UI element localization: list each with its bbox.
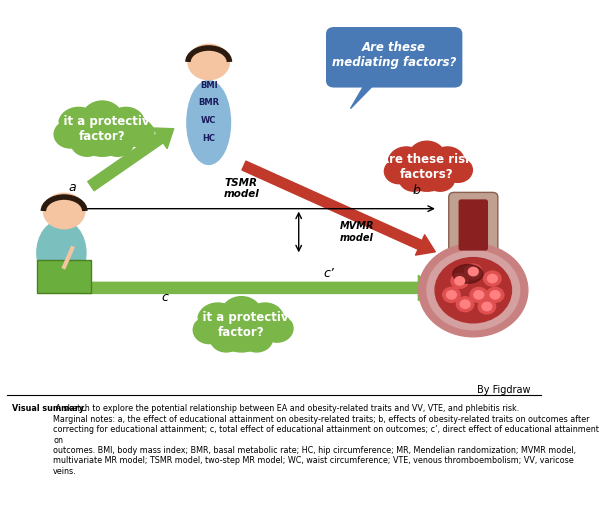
- FancyBboxPatch shape: [458, 199, 488, 250]
- Circle shape: [431, 147, 464, 175]
- Circle shape: [247, 303, 283, 334]
- Circle shape: [188, 44, 229, 80]
- Circle shape: [484, 271, 501, 286]
- FancyBboxPatch shape: [449, 193, 498, 258]
- Circle shape: [487, 288, 504, 302]
- FancyArrowPatch shape: [80, 275, 435, 300]
- Circle shape: [435, 258, 511, 323]
- FancyBboxPatch shape: [326, 27, 463, 87]
- Text: Are these
mediating factors?: Are these mediating factors?: [332, 41, 457, 69]
- Circle shape: [490, 291, 500, 299]
- Text: Visual summary.: Visual summary.: [12, 404, 87, 414]
- Circle shape: [482, 302, 492, 311]
- Circle shape: [385, 159, 413, 184]
- Circle shape: [399, 167, 428, 191]
- Text: b: b: [412, 183, 420, 197]
- Polygon shape: [350, 81, 378, 109]
- Text: HC: HC: [202, 134, 215, 143]
- Circle shape: [487, 274, 497, 283]
- Circle shape: [469, 267, 478, 276]
- Circle shape: [54, 120, 86, 148]
- FancyArrowPatch shape: [242, 161, 435, 255]
- Circle shape: [457, 297, 474, 311]
- Circle shape: [409, 141, 445, 172]
- Circle shape: [43, 194, 85, 229]
- Circle shape: [474, 291, 484, 299]
- Text: Is it a protective
factor?: Is it a protective factor?: [47, 115, 157, 143]
- Circle shape: [443, 288, 460, 302]
- Text: a: a: [68, 181, 76, 194]
- Circle shape: [425, 167, 455, 191]
- Circle shape: [210, 325, 242, 352]
- Circle shape: [451, 273, 469, 289]
- Circle shape: [443, 157, 472, 182]
- Circle shape: [193, 316, 226, 343]
- Text: By Figdraw: By Figdraw: [477, 386, 530, 395]
- Circle shape: [82, 101, 122, 135]
- Text: MVMR
model: MVMR model: [340, 221, 374, 243]
- Circle shape: [401, 147, 453, 191]
- Text: c: c: [161, 291, 169, 304]
- Text: Is it a protective
factor?: Is it a protective factor?: [187, 311, 296, 339]
- Circle shape: [464, 264, 482, 279]
- Circle shape: [71, 129, 103, 156]
- Text: BMI: BMI: [200, 81, 218, 90]
- Circle shape: [122, 119, 154, 146]
- Ellipse shape: [37, 220, 86, 285]
- Circle shape: [221, 297, 262, 331]
- Circle shape: [213, 303, 270, 352]
- Text: WC: WC: [201, 116, 217, 125]
- Circle shape: [388, 147, 424, 178]
- Circle shape: [427, 250, 520, 330]
- Text: c’: c’: [323, 267, 334, 280]
- Text: BMR: BMR: [198, 99, 219, 107]
- Circle shape: [241, 325, 272, 352]
- Text: TSMR
model: TSMR model: [224, 178, 259, 199]
- Circle shape: [59, 107, 98, 142]
- Circle shape: [419, 244, 528, 337]
- FancyArrowPatch shape: [88, 128, 173, 190]
- Circle shape: [107, 107, 145, 139]
- Ellipse shape: [187, 81, 230, 165]
- Circle shape: [261, 315, 293, 342]
- Circle shape: [198, 303, 238, 337]
- Circle shape: [74, 107, 131, 156]
- Ellipse shape: [453, 265, 483, 283]
- Circle shape: [478, 299, 496, 314]
- Circle shape: [460, 300, 470, 308]
- Text: A sketch to explore the potential relationship between EA and obesity-related tr: A sketch to explore the potential relati…: [53, 404, 599, 475]
- Text: Are these risk
factors?: Are these risk factors?: [380, 153, 473, 181]
- Circle shape: [470, 288, 487, 302]
- Circle shape: [446, 291, 457, 299]
- Circle shape: [455, 277, 464, 285]
- Circle shape: [101, 129, 134, 156]
- FancyBboxPatch shape: [37, 260, 91, 293]
